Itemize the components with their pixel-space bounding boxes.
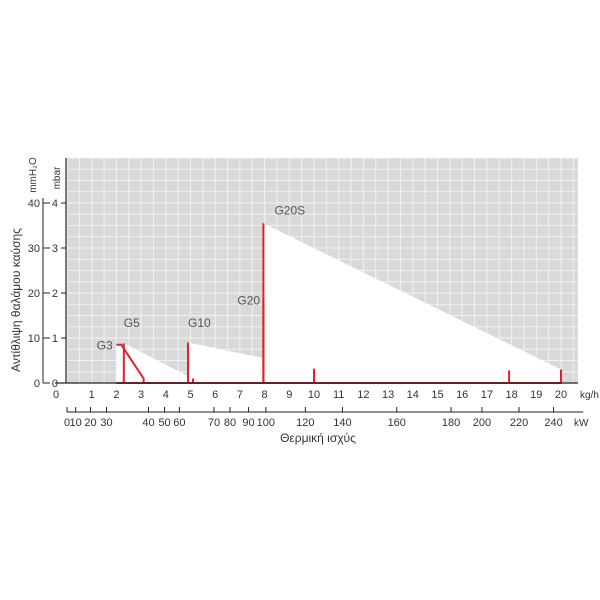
- x-tick-label-kgh: 20: [555, 389, 567, 401]
- x-tick-label-kgh: 3: [138, 389, 144, 401]
- x-unit-kgh: kg/h: [580, 390, 599, 401]
- x-tick-label-kgh: 1: [89, 389, 95, 401]
- x2-tick-label-kw: 50: [158, 417, 170, 429]
- region-fill-g20s: [263, 223, 561, 383]
- x-tick-label-kgh: 2: [113, 389, 119, 401]
- x-tick-label-kgh: 17: [481, 389, 493, 401]
- x-tick-label-kgh: 18: [505, 389, 517, 401]
- x2-tick-label-kw: 120: [296, 417, 314, 429]
- x2-tick-label-kw: 40: [142, 417, 154, 429]
- x-tick-label-kgh: 19: [530, 389, 542, 401]
- x-axis-title: Θερμική ισχύς: [280, 431, 356, 445]
- x-tick-label-kgh: 11: [333, 389, 344, 401]
- x-tick-label-kgh: 6: [212, 389, 218, 401]
- x2-tick-label-kw: 100: [257, 417, 275, 429]
- x-tick-label-kgh: 9: [286, 389, 292, 401]
- x-tick-label-kgh: 13: [382, 389, 394, 401]
- x-tick-label-kgh: 14: [407, 389, 419, 401]
- y-tick-label-mbar: 4: [52, 198, 58, 210]
- x-tick-label-kgh: 15: [431, 389, 443, 401]
- y2-tick-label-mmh2o: 40: [28, 198, 40, 210]
- x-tick-label-kgh: 0: [53, 389, 59, 401]
- x2-tick-label-kw: 140: [333, 417, 351, 429]
- x2-tick-label-kw: 180: [442, 417, 460, 429]
- series-label-g20: G20: [237, 293, 260, 307]
- y-tick-label-mbar: 0: [52, 378, 58, 390]
- y-tick-label-mbar: 1: [52, 333, 58, 345]
- y-unit-mmh2o: mmH₂O: [28, 157, 39, 193]
- series-label-g5: G5: [124, 316, 140, 330]
- x-tick-label-kgh: 12: [357, 389, 369, 401]
- y2-tick-label-mmh2o: 0: [34, 378, 40, 390]
- x2-tick-label-kw: 70: [208, 417, 220, 429]
- x2-tick-label-kw: 200: [473, 417, 491, 429]
- series-label-g3: G3: [97, 338, 113, 352]
- y-tick-label-mbar: 2: [52, 288, 58, 300]
- x2-tick-label-kw: 220: [510, 417, 528, 429]
- x-tick-label-kgh: 10: [308, 389, 320, 401]
- x2-tick-label-kw: 160: [388, 417, 406, 429]
- x2-tick-label-kw: 10: [70, 417, 82, 429]
- x-unit-kw: kW: [574, 418, 589, 429]
- y-axis-title: Αντίθλιψη θαλάμου καύσης: [9, 228, 23, 372]
- y2-tick-label-mmh2o: 20: [28, 288, 40, 300]
- x-tick-label-kgh: 4: [163, 389, 169, 401]
- labels-group: G3 G5 G10 G20 G20S: [97, 203, 306, 352]
- x-tick-label-kgh: 5: [187, 389, 193, 401]
- regions-group: [116, 223, 562, 384]
- y2-tick-label-mmh2o: 10: [28, 333, 40, 345]
- x-tick-label-kgh: 7: [237, 389, 243, 401]
- x2-tick-label-kw: 60: [173, 417, 185, 429]
- x2-tick-label-kw: 240: [544, 417, 562, 429]
- x2-tick-label-kw: 80: [224, 417, 236, 429]
- y2-tick-label-mmh2o: 30: [28, 243, 40, 255]
- x2-tick-label-kw: 20: [84, 417, 96, 429]
- x-tick-label-kgh: 16: [456, 389, 468, 401]
- y-unit-mbar: mbar: [52, 166, 63, 189]
- y-tick-label-mbar: 3: [52, 243, 58, 255]
- series-label-g10: G10: [188, 316, 211, 330]
- x2-tick-label-kw: 0: [64, 417, 70, 429]
- x2-tick-label-kw: 30: [100, 417, 112, 429]
- x2-tick-label-kw: 90: [242, 417, 254, 429]
- x-tick-label-kgh: 8: [262, 389, 268, 401]
- series-label-g20s: G20S: [274, 203, 305, 217]
